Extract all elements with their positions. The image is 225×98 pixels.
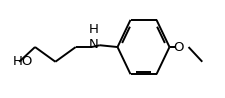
Text: H: H bbox=[88, 23, 98, 36]
Text: HO: HO bbox=[12, 55, 33, 68]
Text: N: N bbox=[88, 38, 98, 51]
Text: O: O bbox=[173, 41, 183, 54]
